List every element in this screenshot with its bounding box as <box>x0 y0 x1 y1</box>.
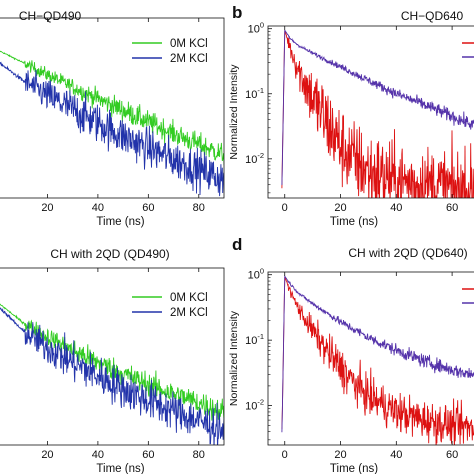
x-tick-label: 80 <box>193 449 205 461</box>
x-tick-label: 80 <box>193 202 205 214</box>
legend-entry: 2M KCl <box>170 53 208 65</box>
panel-bottom-left: 20 40 60 80 Time (ns) CH with 2QD (QD490) 0M K… <box>0 247 225 474</box>
x-tick-label: 60 <box>446 449 458 461</box>
y-axis-label: Normalized Intensity <box>228 310 240 406</box>
series-line-2 <box>281 29 474 186</box>
x-tick-label: 40 <box>92 202 104 214</box>
x-axis-label: Time (ns) <box>96 463 144 474</box>
axes-frame <box>0 17 225 199</box>
series-line-1 <box>281 30 474 198</box>
series-line-1 <box>0 303 224 421</box>
x-tick-label: 20 <box>41 449 53 461</box>
legend-entry: 2M KCl <box>170 307 208 319</box>
panel-label: b <box>232 3 242 22</box>
y-tick-label: 100 <box>248 267 264 282</box>
series-line-2 <box>0 61 224 197</box>
legend-entry: 0M KCl <box>170 292 208 304</box>
x-tick-label: 60 <box>142 202 154 214</box>
series-line-1 <box>0 50 224 166</box>
panel-title: CH−QD640 <box>401 9 464 23</box>
panel-bottom-right: 0 20 40 60 Time (ns) 100 10-1 10-2 Normalized In… <box>228 235 474 474</box>
y-tick-label: 10-2 <box>245 398 264 413</box>
panel-top-left: 20 40 60 80 Time (ns) CH−QD490 0M KCl 2M KCl <box>0 9 225 228</box>
panel-title: CH with 2QD (QD640) <box>348 246 467 260</box>
series-line-1 <box>281 276 474 445</box>
series-line-2 <box>281 274 474 433</box>
axes-frame <box>267 271 474 446</box>
panel-title: CH−QD490 <box>19 9 82 23</box>
y-axis-label: Normalized Intensity <box>228 64 240 160</box>
x-axis-label: Time (ns) <box>330 216 378 228</box>
legend: 0M KCl 2M KCl <box>132 292 208 319</box>
x-tick-label: 60 <box>446 202 458 214</box>
x-axis-label: Time (ns) <box>96 216 144 228</box>
x-tick-label: 40 <box>390 449 402 461</box>
panel-title: CH with 2QD (QD490) <box>50 247 169 261</box>
y-tick-label: 10-2 <box>245 151 264 166</box>
x-tick-label: 20 <box>334 449 346 461</box>
y-tick-label: 10-1 <box>245 86 264 101</box>
axes-frame <box>0 267 225 446</box>
x-tick-label: 60 <box>142 449 154 461</box>
legend-entry: 0M KCl <box>170 38 208 50</box>
x-tick-label: 40 <box>92 449 104 461</box>
x-tick-label: 40 <box>390 202 402 214</box>
panel-label: d <box>232 235 242 254</box>
panel-top-right: 0 20 40 60 Time (ns) 100 10-1 10-2 Normalized In… <box>228 3 474 228</box>
y-tick-label: 10-1 <box>245 332 264 347</box>
legend: 0M KCl 2M KCl <box>132 38 208 65</box>
x-tick-label: 20 <box>334 202 346 214</box>
x-axis-label: Time (ns) <box>330 463 378 474</box>
x-tick-label: 0 <box>282 449 288 461</box>
x-tick-label: 20 <box>41 202 53 214</box>
x-tick-label: 0 <box>282 202 288 214</box>
axes-frame <box>267 25 474 199</box>
y-tick-label: 100 <box>248 21 264 36</box>
series-line-2 <box>0 306 224 445</box>
